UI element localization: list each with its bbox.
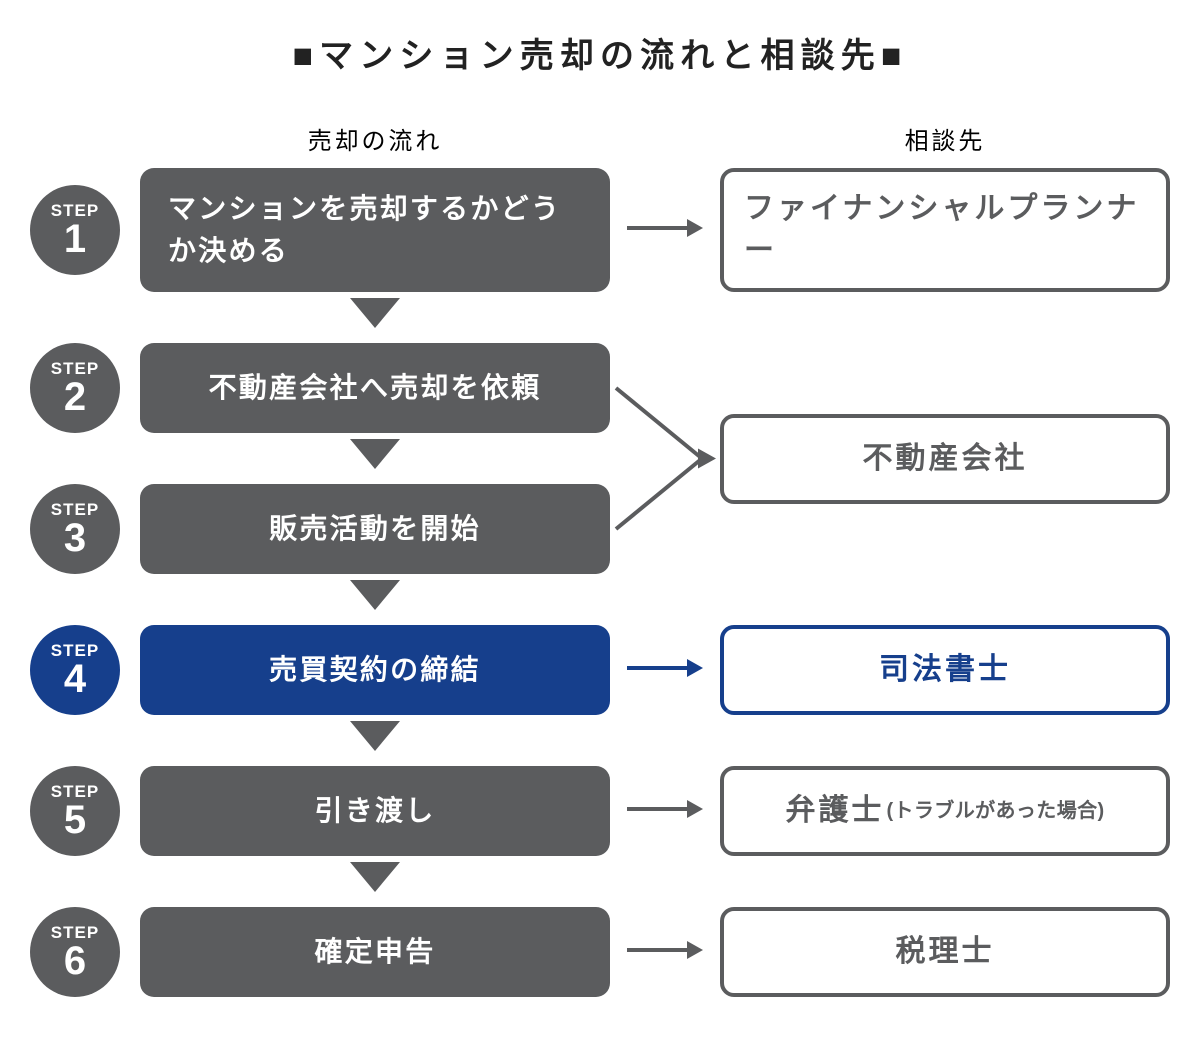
column-header-flow: 売却の流れ bbox=[140, 121, 610, 156]
consultant-box: 弁護士(トラブルがあった場合) bbox=[720, 766, 1170, 856]
step-badge: STEP4 bbox=[30, 625, 120, 715]
consultant-text: 弁護士 bbox=[785, 790, 884, 832]
step-box: 引き渡し bbox=[140, 766, 610, 856]
arrow-down-cell bbox=[140, 856, 610, 907]
flow-row: STEP6 確定申告 税理士 bbox=[30, 907, 1170, 997]
consultant-text: 不動産会社 bbox=[863, 438, 1028, 480]
step-box-text: 売買契約の締結 bbox=[269, 649, 481, 691]
consultant-text: 司法書士 bbox=[879, 649, 1011, 691]
chevron-down-icon bbox=[350, 862, 400, 897]
step-box: 売買契約の締結 bbox=[140, 625, 610, 715]
step-box: 販売活動を開始 bbox=[140, 484, 610, 574]
chevron-down-icon bbox=[350, 298, 400, 333]
consultant-box: 司法書士 bbox=[720, 625, 1170, 715]
step-badge-number: 1 bbox=[64, 219, 86, 259]
consultant-text: ファイナンシャルプランナー bbox=[744, 188, 1146, 272]
arrow-right-cell bbox=[610, 484, 720, 574]
step-box-text: 確定申告 bbox=[315, 931, 436, 973]
flow-row: STEP5 引き渡し 弁護士(トラブルがあった場合) bbox=[30, 766, 1170, 856]
diagram-title: ■マンション売却の流れと相談先■ bbox=[30, 28, 1170, 77]
chevron-down-icon bbox=[350, 721, 400, 756]
arrow-right-icon bbox=[625, 216, 705, 245]
consultant-box: ファイナンシャルプランナー bbox=[720, 168, 1170, 292]
consultant-subtext: (トラブルがあった場合) bbox=[886, 797, 1104, 825]
consultant-box: 不動産会社 bbox=[720, 414, 1170, 504]
step-box: マンションを売却するかどうか決める bbox=[140, 168, 610, 292]
step-badge: STEP3 bbox=[30, 484, 120, 574]
arrow-right-cell bbox=[610, 343, 720, 433]
step-badge-number: 2 bbox=[64, 377, 86, 417]
arrow-right-cell bbox=[610, 766, 720, 856]
arrow-down-cell bbox=[140, 433, 610, 484]
chevron-down-icon bbox=[350, 439, 400, 474]
step-badge-number: 4 bbox=[64, 659, 86, 699]
step-badge-number: 5 bbox=[64, 800, 86, 840]
flow-row: STEP1 マンションを売却するかどうか決める ファイナンシャルプランナー bbox=[30, 168, 1170, 292]
arrow-right-icon bbox=[625, 656, 705, 685]
step-badge: STEP2 bbox=[30, 343, 120, 433]
arrow-right-icon bbox=[625, 938, 705, 967]
arrow-down-cell bbox=[140, 574, 610, 625]
step-box-text: マンションを売却するかどうか決める bbox=[168, 188, 582, 272]
step-badge-number: 3 bbox=[64, 518, 86, 558]
chevron-down-icon bbox=[350, 580, 400, 615]
step-box-text: 不動産会社へ売却を依頼 bbox=[209, 367, 542, 409]
step-badge: STEP6 bbox=[30, 907, 120, 997]
consultant-text: 税理士 bbox=[896, 931, 995, 973]
arrow-right-cell bbox=[610, 907, 720, 997]
step-box-text: 販売活動を開始 bbox=[269, 508, 481, 550]
arrow-right-cell bbox=[610, 625, 720, 715]
arrow-down-cell bbox=[140, 292, 610, 343]
flow-diagram: STEP1 マンションを売却するかどうか決める ファイナンシャルプランナー STE… bbox=[30, 168, 1170, 997]
column-header-consult: 相談先 bbox=[720, 121, 1170, 156]
arrow-right-icon bbox=[625, 797, 705, 826]
step-box: 確定申告 bbox=[140, 907, 610, 997]
step-box-text: 引き渡し bbox=[315, 790, 436, 832]
step-box: 不動産会社へ売却を依頼 bbox=[140, 343, 610, 433]
arrow-down-cell bbox=[140, 715, 610, 766]
consultant-box: 税理士 bbox=[720, 907, 1170, 997]
arrow-right-cell bbox=[610, 168, 720, 292]
step-badge: STEP1 bbox=[30, 185, 120, 275]
column-headers: 売却の流れ 相談先 bbox=[30, 121, 1170, 156]
flow-row: STEP4 売買契約の締結 司法書士 bbox=[30, 625, 1170, 715]
step-badge-number: 6 bbox=[64, 941, 86, 981]
step-badge: STEP5 bbox=[30, 766, 120, 856]
